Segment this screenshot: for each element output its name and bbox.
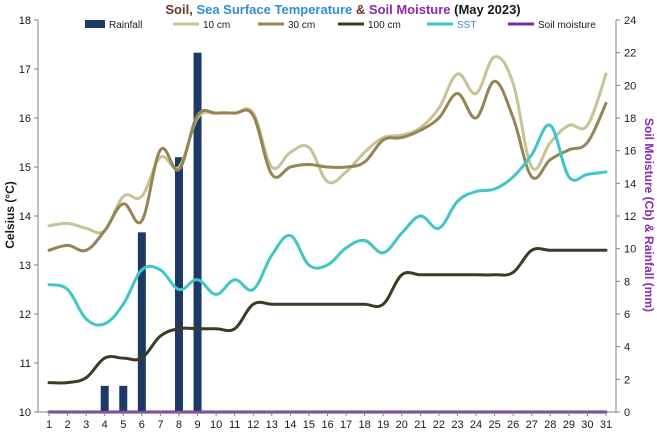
y-tick-label: 12 <box>19 309 31 321</box>
x-tick-label: 14 <box>284 419 296 431</box>
x-tick-label: 30 <box>581 419 593 431</box>
x-tick-label: 26 <box>507 419 519 431</box>
x-tick-label: 16 <box>321 419 333 431</box>
series-line-100-cm <box>47 247 608 385</box>
y-tick-label: 14 <box>19 211 31 223</box>
y2-tick-label: 24 <box>624 15 636 27</box>
y2-tick-label: 8 <box>624 276 630 288</box>
x-tick-label: 9 <box>194 419 200 431</box>
x-tick-label: 19 <box>377 419 389 431</box>
y2-tick-label: 10 <box>624 244 636 256</box>
y2-tick-label: 0 <box>624 407 630 419</box>
y-tick-label: 10 <box>19 407 31 419</box>
x-tick-label: 5 <box>120 419 126 431</box>
y-tick-label: 15 <box>19 162 31 174</box>
x-tick-label: 28 <box>544 419 556 431</box>
rainfall-bar <box>174 157 183 412</box>
x-tick-label: 13 <box>266 419 278 431</box>
x-tick-label: 8 <box>176 419 182 431</box>
x-tick-label: 11 <box>229 419 240 431</box>
x-tick-label: 22 <box>433 419 445 431</box>
x-tick-label: 23 <box>451 419 463 431</box>
rainfall-bar <box>100 385 109 412</box>
rainfall-bar <box>119 385 128 412</box>
y2-tick-label: 2 <box>624 374 630 386</box>
y-tick-label: 17 <box>19 64 31 76</box>
x-tick-label: 15 <box>303 419 315 431</box>
title-part-5: (May 2023) <box>451 2 521 17</box>
rainfall-bars <box>100 52 202 413</box>
y2-tick-label: 12 <box>624 211 636 223</box>
x-tick-label: 12 <box>247 419 259 431</box>
title-part-1: , <box>189 2 196 17</box>
x-tick-label: 21 <box>414 419 426 431</box>
title-part-2: Sea Surface Temperature <box>196 2 352 17</box>
rainfall-bar <box>137 232 146 412</box>
title-part-3: & <box>352 2 369 17</box>
x-tick-label: 27 <box>526 419 538 431</box>
y-tick-label: 16 <box>19 113 31 125</box>
legend-label-soil-moisture: Soil moisture <box>538 20 596 31</box>
x-tick-label: 10 <box>210 419 222 431</box>
series-line-10-cm <box>47 55 608 235</box>
x-tick-label: 20 <box>396 419 408 431</box>
x-tick-label: 3 <box>83 419 89 431</box>
x-tick-label: 1 <box>46 419 52 431</box>
x-tick-label: 7 <box>157 419 163 431</box>
x-tick-label: 18 <box>359 419 371 431</box>
x-tick-label: 4 <box>102 419 108 431</box>
x-tick-label: 24 <box>470 419 482 431</box>
y2-tick-label: 4 <box>624 342 630 354</box>
legend-label-rainfall: Rainfall <box>109 20 142 31</box>
title-part-4: Soil Moisture <box>369 2 451 17</box>
y2-tick-label: 6 <box>624 309 630 321</box>
series-line-sst <box>47 123 608 327</box>
y2-tick-label: 22 <box>624 48 636 60</box>
x-tick-label: 17 <box>340 419 352 431</box>
y-tick-label: 13 <box>19 260 31 272</box>
x-tick-label: 2 <box>65 419 71 431</box>
x-tick-label: 29 <box>563 419 575 431</box>
y-axis-title: Celsius (°C) <box>3 181 17 248</box>
y2-axis-title: Soil Moisture (Cb) & Rainfall (mm) <box>642 118 656 312</box>
rainfall-bar <box>193 52 202 413</box>
x-tick-label: 31 <box>600 419 612 431</box>
series-line-30-cm <box>47 79 608 253</box>
x-tick-label: 6 <box>139 419 145 431</box>
legend-swatch-rainfall <box>85 20 105 28</box>
series-lines <box>47 55 608 414</box>
legend-label-100-cm: 100 cm <box>368 20 401 31</box>
y2-tick-label: 14 <box>624 178 636 190</box>
legend-label-10-cm: 10 cm <box>203 20 230 31</box>
axes: 1011121314151617180246810121416182022241… <box>19 15 637 431</box>
y2-tick-label: 18 <box>624 113 636 125</box>
y2-tick-label: 20 <box>624 80 636 92</box>
legend-label-sst: SST <box>457 20 476 31</box>
y-tick-label: 11 <box>20 358 31 370</box>
y2-tick-label: 16 <box>624 146 636 158</box>
x-tick-label: 25 <box>488 419 500 431</box>
legend: Rainfall 10 cm 30 cm 100 cm SST Soil moisture <box>85 20 596 31</box>
chart-title: Soil, Sea Surface Temperature & Soil Moi… <box>165 2 520 17</box>
legend-label-30-cm: 30 cm <box>288 20 315 31</box>
title-part-0: Soil <box>165 2 189 17</box>
y-tick-label: 18 <box>19 15 31 27</box>
